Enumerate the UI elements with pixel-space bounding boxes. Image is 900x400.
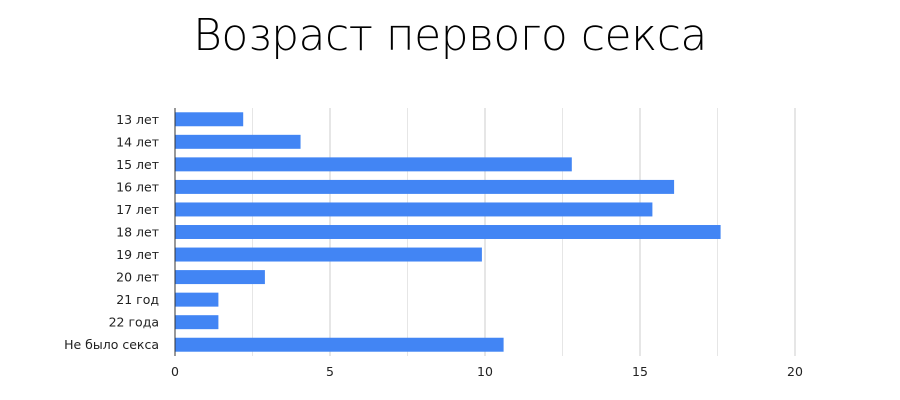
x-tick-label: 15 bbox=[632, 364, 648, 379]
bar bbox=[175, 179, 675, 194]
x-tick-label: 20 bbox=[787, 364, 803, 379]
x-tick-label: 10 bbox=[477, 364, 493, 379]
x-tick-label: 5 bbox=[326, 364, 334, 379]
category-labels: 13 лет 14 лет 15 лет 16 лет 17 лет 18 лет 19 л… bbox=[64, 112, 159, 352]
chart-title: Возраст первого секса bbox=[193, 10, 707, 61]
bars-layer bbox=[175, 112, 721, 352]
bar bbox=[175, 134, 301, 149]
bar bbox=[175, 270, 265, 285]
category-label: 22 года bbox=[109, 315, 159, 330]
category-label: 15 лет bbox=[116, 157, 159, 172]
category-label: 14 лет bbox=[116, 134, 159, 149]
category-label: 20 лет bbox=[116, 270, 159, 285]
x-tick-labels: 0 5 10 15 20 bbox=[171, 364, 803, 379]
category-label: 16 лет bbox=[116, 179, 159, 194]
bar bbox=[175, 225, 721, 239]
bar bbox=[175, 247, 482, 262]
category-label: 19 лет bbox=[116, 247, 159, 262]
category-label: 18 лет bbox=[116, 225, 159, 240]
category-label: Не было секса bbox=[64, 337, 159, 352]
bar bbox=[175, 202, 653, 217]
category-label: 13 лет bbox=[116, 112, 159, 127]
x-tick-label: 0 bbox=[171, 364, 179, 379]
category-label: 17 лет bbox=[116, 202, 159, 217]
bar bbox=[175, 315, 219, 330]
category-label: 21 год bbox=[116, 292, 159, 307]
bar bbox=[175, 337, 504, 352]
bar bbox=[175, 157, 572, 172]
bar bbox=[175, 112, 244, 127]
bar bbox=[175, 292, 219, 307]
